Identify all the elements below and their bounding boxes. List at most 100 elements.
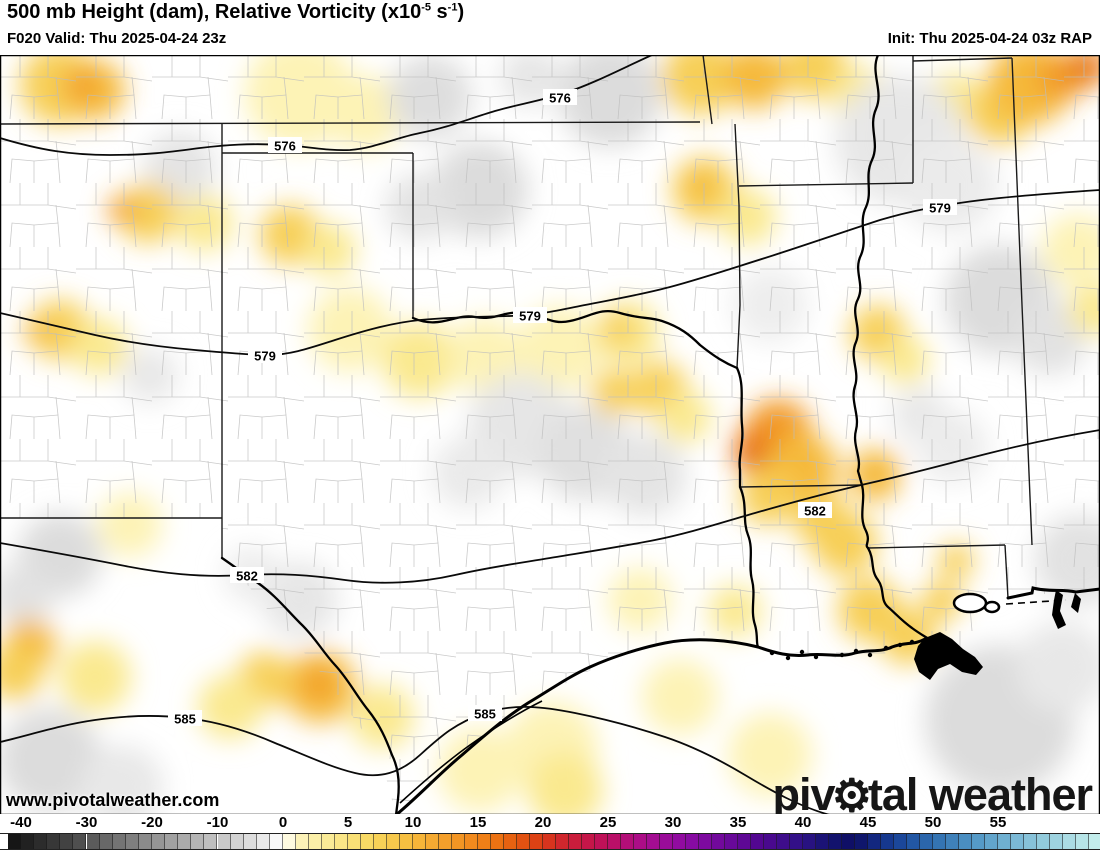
- colorbar-cell: [99, 834, 113, 849]
- colorbar-cell: [335, 834, 348, 849]
- map-container: 576 576 579 579 579 582 582 585 585 www.pivotalw…: [0, 35, 1100, 829]
- colorbar-cell: [439, 834, 452, 849]
- colorbar-cell: [959, 834, 972, 849]
- logo-text-tal-weather: tal weather: [867, 769, 1093, 820]
- river: [852, 53, 880, 550]
- colorbar-cell: [361, 834, 374, 849]
- colorbar-cell: [1063, 834, 1076, 849]
- colorbar-cell: [998, 834, 1011, 849]
- page-title: 500 mb Height (dam), Relative Vorticity …: [7, 1, 465, 23]
- river: [866, 546, 934, 643]
- colorbar-cell: [868, 834, 881, 849]
- marsh-speckle: [941, 650, 947, 656]
- colorbar-cell: [556, 834, 569, 849]
- colorbar-cell: [1024, 834, 1037, 849]
- colorbar-tick-label: 10: [404, 814, 422, 831]
- marsh-fill: [1071, 593, 1081, 613]
- superscript-exponent: -5: [421, 1, 431, 14]
- colorbar-tick-labels: -40 -30 -20 -10 0 5 10 15 20 25 30 35 40 45 50 55: [0, 814, 1100, 833]
- colorbar-tick-label: 55: [989, 814, 1007, 831]
- contour-label: 576: [549, 91, 571, 106]
- colorbar-cell: [985, 834, 998, 849]
- vorticity-blob: [0, 563, 54, 627]
- colorbar-cell: [699, 834, 712, 849]
- colorbar-cell: [582, 834, 595, 849]
- colorbar-tick-label: 30: [664, 814, 682, 831]
- colorbar-cell: [400, 834, 413, 849]
- colorbar-cell: [60, 834, 74, 849]
- colorbar-cell: [790, 834, 803, 849]
- coastline: [394, 586, 1100, 817]
- colorbar-cell: [751, 834, 764, 849]
- colorbar-cell: [972, 834, 985, 849]
- colorbar-cell: [152, 834, 166, 849]
- contour-label: 576: [274, 139, 296, 154]
- colorbar-tick-label: -30: [75, 814, 98, 831]
- colorbar-cell: [7, 834, 21, 849]
- colorbar-cell: [491, 834, 504, 849]
- colorbar-cell: [112, 834, 126, 849]
- colorbar-tick-label: 15: [469, 814, 487, 831]
- colorbar-cell: [73, 834, 87, 849]
- colorbar-cell: [47, 834, 61, 849]
- contour-label-box: [513, 307, 547, 323]
- colorbar-cell: [21, 834, 35, 849]
- colorbar-tick-label: 50: [924, 814, 942, 831]
- marsh-speckle: [813, 654, 819, 660]
- state-border: [739, 484, 863, 488]
- colorbar-cell: [1011, 834, 1024, 849]
- pivotal-weather-logo: piv⚙tal weather: [772, 768, 1093, 821]
- colorbar-cell: [842, 834, 855, 849]
- colorbar-cell: [165, 834, 179, 849]
- vorticity-blob: [527, 752, 603, 828]
- lake: [983, 600, 1001, 614]
- colorbar-cell: [725, 834, 738, 849]
- colorbar-tick-label: 25: [599, 814, 617, 831]
- logo-text-piv: piv: [772, 769, 836, 820]
- contour-label-box: [168, 710, 202, 726]
- marsh-speckle: [909, 639, 915, 645]
- contour-labels: 576 576 579 579 579 582 582 585 585: [168, 89, 957, 727]
- state-border: [912, 57, 1013, 62]
- colorbar-cell: [686, 834, 699, 849]
- marsh-speckle: [853, 648, 859, 654]
- colorbar-cell: [1050, 834, 1063, 849]
- contour-label: 582: [236, 569, 258, 584]
- colorbar-cell: [1089, 834, 1100, 849]
- colorbar-tick-label: 0: [278, 814, 288, 831]
- colorbar-cell: [946, 834, 959, 849]
- colorbar-cell: [764, 834, 777, 849]
- colorbar-cell: [777, 834, 790, 849]
- marsh-speckle: [785, 655, 791, 661]
- state-border: [1011, 57, 1033, 546]
- state-border: [867, 544, 1006, 549]
- state-borders: [0, 54, 1033, 599]
- superscript-exponent: -1: [447, 1, 458, 14]
- vorticity-blob: [80, 745, 164, 829]
- weather-map: 576 576 579 579 579 582 582 585 585: [0, 35, 1100, 829]
- colorbar-cell: [673, 834, 686, 849]
- colorbar-cell: [452, 834, 465, 849]
- colorbar-cell: [855, 834, 868, 849]
- colorbar-cell: [269, 834, 283, 849]
- colorbar-cell: [204, 834, 218, 849]
- river: [735, 366, 760, 649]
- colorbar-cell: [829, 834, 842, 849]
- delta-marsh-shapes: [769, 590, 1081, 680]
- colorbar-tick-label: -20: [141, 814, 163, 831]
- marsh-fill: [1052, 590, 1066, 629]
- colorbar-tick-label: -40: [10, 814, 32, 831]
- lakes: [952, 592, 1001, 614]
- colorbar-cell: [543, 834, 556, 849]
- colorbar-cell: [125, 834, 139, 849]
- contour-label-box: [248, 347, 282, 363]
- colorbar-cell: [712, 834, 725, 849]
- colorbar-cell: [243, 834, 257, 849]
- colorbar-cell: [816, 834, 829, 849]
- colorbar-cell: [230, 834, 244, 849]
- coast-segment: [394, 638, 760, 817]
- colorbar-cell: [569, 834, 582, 849]
- contour-label-box: [543, 89, 577, 105]
- coast-segment: [756, 637, 927, 657]
